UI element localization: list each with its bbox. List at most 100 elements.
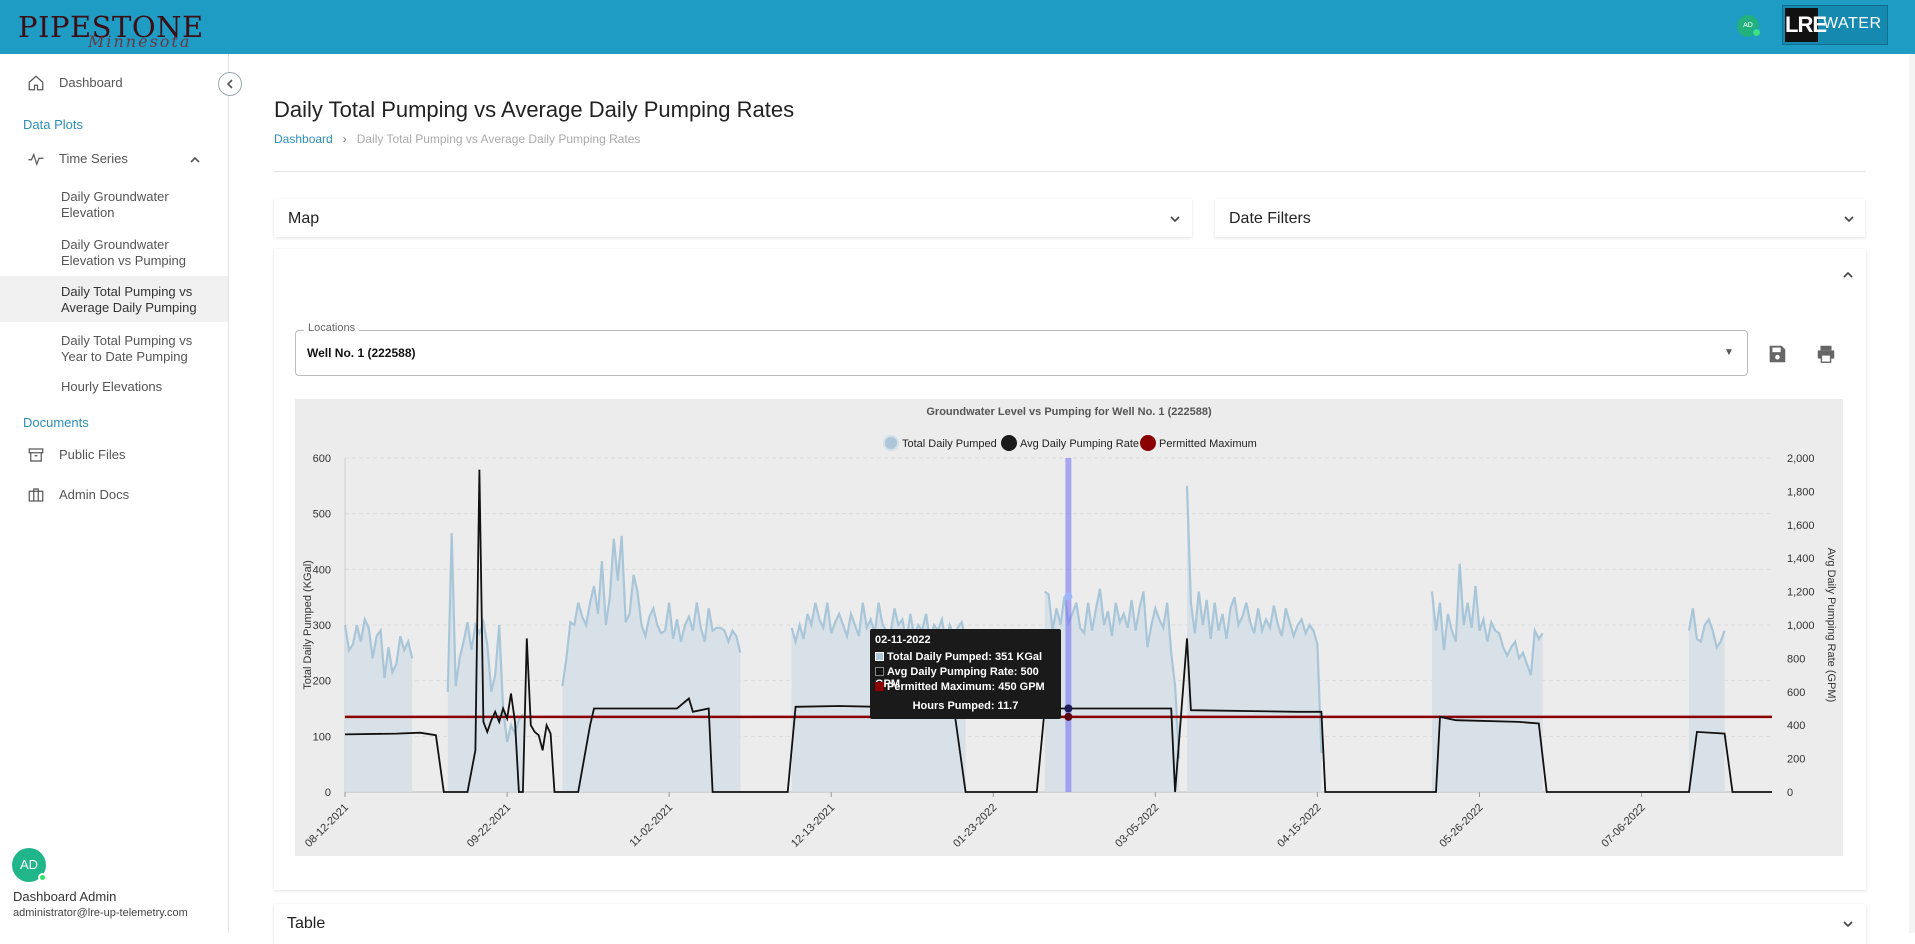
page-title: Daily Total Pumping vs Average Daily Pum…: [274, 97, 795, 122]
archive-box-icon: [28, 448, 44, 462]
total-daily-pumped-area: [447, 533, 523, 792]
brand-script: Minnesota: [88, 32, 192, 51]
locations-value: Well No. 1 (222588): [307, 346, 416, 360]
sidebar-collapse-button[interactable]: [218, 72, 242, 96]
legend-label: Avg Daily Pumping Rate: [1020, 438, 1139, 450]
tooltip-total: Total Daily Pumped: 351 KGal: [887, 651, 1043, 663]
highlight-marker-permitted: [1064, 712, 1073, 721]
page-scrollbar[interactable]: [1909, 54, 1915, 933]
breadcrumb: Dashboard › Daily Total Pumping vs Average…: [274, 132, 640, 146]
user-avatar[interactable]: AD: [12, 848, 47, 882]
sidebar-subitem-hourly-elevations[interactable]: Hourly Elevations: [0, 376, 228, 398]
sidebar-subitem-daily-groundwater-elevation[interactable]: Daily Groundwater Elevation: [0, 186, 228, 224]
date-filters-panel[interactable]: Date Filters: [1215, 199, 1865, 237]
briefcase-icon: [28, 488, 44, 502]
legend-label: Permitted Maximum: [1159, 438, 1257, 450]
breadcrumb-home-link[interactable]: Dashboard: [274, 132, 333, 146]
total-daily-pumped-area: [1689, 608, 1725, 792]
sidebar-subitem-label: Daily Groundwater Elevation: [61, 189, 169, 220]
tooltip-permitted-swatch: [875, 682, 884, 691]
total-daily-pumped-line: [1185, 485, 1323, 754]
lre-water-logo: LRE WATER: [1782, 5, 1888, 45]
locations-label: Locations: [304, 322, 360, 334]
save-icon[interactable]: [1766, 343, 1788, 365]
legend-marker: [1001, 435, 1017, 451]
sidebar-item-public-files[interactable]: Public Files: [0, 446, 228, 470]
total-daily-pumped-area: [345, 619, 413, 792]
x-tick-label: 08-12-2021: [303, 802, 351, 850]
chevron-left-icon: [226, 79, 233, 89]
avg-daily-pumping-rate-line: [344, 469, 1772, 793]
legend-marker: [1140, 435, 1156, 451]
sidebar-item-label: Dashboard: [59, 75, 123, 90]
chart-title: Groundwater Level vs Pumping for Well No…: [926, 406, 1212, 418]
total-daily-pumped-area: [562, 535, 741, 792]
pumping-chart[interactable]: Groundwater Level vs Pumping for Well No…: [295, 399, 1843, 856]
pulse-icon: [28, 152, 44, 167]
sidebar-subitem-label: Daily Groundwater Elevation vs Pumping: [61, 237, 187, 268]
tooltip-total-row: Total Daily Pumped: 351 KGal: [875, 651, 1042, 663]
sidebar-subitem-label: Daily Total Pumping vs Year to Date Pump…: [61, 333, 193, 364]
header-avatar[interactable]: AD: [1737, 15, 1761, 37]
y-tick-label-left: 200: [313, 676, 331, 688]
brand-name: PIPESTONE: [18, 10, 204, 44]
chart-svg[interactable]: Groundwater Level vs Pumping for Well No…: [295, 399, 1843, 856]
user-name: Dashboard Admin: [13, 889, 117, 904]
sidebar-subitem-label: Hourly Elevations: [61, 379, 163, 394]
x-tick-label: 09-22-2021: [465, 802, 513, 850]
y-tick-label-right: 1,600: [1787, 520, 1815, 532]
breadcrumb-separator-icon: ›: [342, 132, 347, 146]
sidebar-item-dashboard[interactable]: Dashboard: [0, 74, 228, 104]
sidebar-item-admin-docs[interactable]: Admin Docs: [0, 486, 228, 510]
x-tick-label: 05-26-2022: [1437, 802, 1485, 850]
divider: [274, 171, 1866, 172]
chevron-up-icon[interactable]: [1841, 268, 1855, 282]
highlight-band: [1065, 458, 1072, 792]
x-tick-label: 03-05-2022: [1113, 802, 1161, 850]
sidebar-item-time-series[interactable]: Time Series: [0, 150, 228, 174]
total-daily-pumped-line: [343, 615, 414, 679]
sidebar-subitem-total-vs-ytd-pumping[interactable]: Daily Total Pumping vs Year to Date Pump…: [0, 330, 228, 368]
chevron-down-icon: [1844, 216, 1854, 223]
breadcrumb-current: Daily Total Pumping vs Average Daily Pum…: [356, 132, 641, 146]
tooltip-hours: Hours Pumped: 11.7: [912, 700, 1019, 712]
pipestone-logo[interactable]: PIPESTONE Minnesota: [18, 8, 218, 51]
online-status-dot: [1752, 28, 1761, 37]
y-tick-label-right: 200: [1787, 754, 1805, 766]
chart-tooltip: 02-11-2022 Total Daily Pumped: 351 KGal …: [870, 629, 1061, 719]
y-tick-label-left: 300: [313, 620, 331, 632]
sidebar: Dashboard Data Plots Time Series Daily G…: [0, 54, 229, 933]
x-tick-label: 01-23-2022: [951, 802, 999, 850]
header-avatar-initials: AD: [1743, 22, 1753, 29]
tooltip-avg-swatch: [875, 667, 884, 676]
total-daily-pumped-line: [790, 602, 967, 647]
sidebar-subitem-total-vs-average-pumping[interactable]: Daily Total Pumping vs Average Daily Pum…: [0, 276, 228, 322]
total-daily-pumped-line: [1430, 563, 1544, 676]
y-tick-label-right: 1,800: [1787, 486, 1815, 498]
map-panel-title: Map: [288, 210, 320, 227]
lre-logo-box: LRE: [1785, 8, 1827, 42]
y-axis-title-left: Total Daily Pumped (KGal): [302, 560, 314, 690]
tooltip-permitted: Permitted Maximum: 450 GPM: [887, 681, 1045, 693]
y-tick-label-right: 2,000: [1787, 453, 1815, 465]
y-tick-label-left: 100: [313, 731, 331, 743]
tooltip-permitted-row: Permitted Maximum: 450 GPM: [875, 681, 1045, 693]
print-icon[interactable]: [1815, 343, 1837, 365]
y-tick-label-right: 1,000: [1787, 620, 1815, 632]
tooltip-date: 02-11-2022: [875, 634, 931, 646]
y-tick-label-left: 600: [313, 453, 331, 465]
sidebar-item-label: Time Series: [59, 151, 128, 166]
sidebar-subitem-label: Daily Total Pumping vs Average Daily Pum…: [61, 284, 197, 315]
y-tick-label-right: 1,200: [1787, 587, 1815, 599]
map-panel[interactable]: Map: [274, 199, 1192, 237]
date-filters-panel-title: Date Filters: [1229, 210, 1311, 227]
chevron-down-icon: [1843, 921, 1853, 928]
highlight-marker-total: [1064, 592, 1073, 601]
locations-select[interactable]: [295, 330, 1748, 376]
x-tick-label: 04-15-2022: [1275, 802, 1323, 850]
x-tick-label: 11-02-2021: [628, 802, 676, 850]
chevron-down-icon: [1170, 216, 1180, 223]
sidebar-subitem-groundwater-vs-pumping[interactable]: Daily Groundwater Elevation vs Pumping: [0, 234, 228, 272]
table-panel[interactable]: Table: [274, 904, 1866, 944]
dropdown-arrow-icon[interactable]: ▼: [1724, 347, 1734, 358]
